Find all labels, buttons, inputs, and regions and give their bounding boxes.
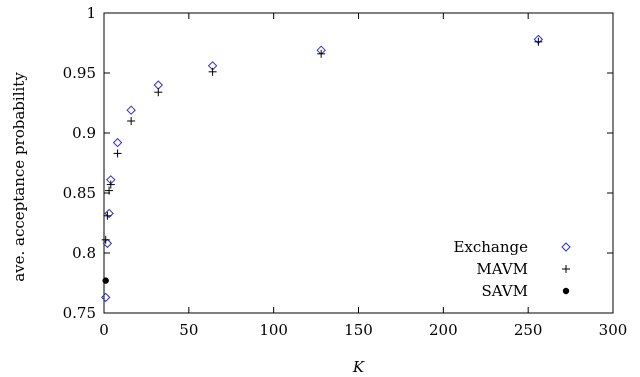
x-tick-label: 0 — [99, 321, 109, 339]
legend-label-exchange: Exchange — [453, 238, 528, 256]
mavm-point — [127, 117, 136, 125]
x-tick-label: 200 — [429, 321, 458, 339]
exchange-point — [100, 292, 111, 303]
y-tick-label: 1 — [86, 4, 96, 22]
x-tick-label: 100 — [259, 321, 288, 339]
x-tick-label: 300 — [599, 321, 628, 339]
x-tick-label: 50 — [179, 321, 198, 339]
mavm-point — [208, 67, 217, 76]
y-tick-label: 0.9 — [72, 124, 96, 142]
exchange-point — [112, 137, 123, 148]
y-axis-label: ave. acceptance probability — [10, 72, 28, 282]
y-tick-label: 0.85 — [63, 184, 96, 202]
mavm-point — [106, 180, 115, 189]
savm-point — [102, 277, 109, 284]
exchange-point — [102, 238, 113, 249]
x-tick-label: 150 — [344, 321, 373, 339]
exchange-point — [104, 208, 114, 219]
tick-labels: 0 50 100 150 200 250 300 0.75 0.8 0.85 0.9 0.95 1 — [63, 4, 628, 339]
y-tick-label: 0.8 — [72, 244, 96, 262]
exchange-point — [153, 80, 164, 90]
mavm-point — [105, 186, 114, 195]
legend-label-savm: SAVM — [481, 282, 528, 300]
mavm-point — [317, 49, 326, 58]
y-tick-label: 0.75 — [63, 304, 96, 322]
legend: Exchange MAVM SAVM — [453, 238, 571, 300]
legend-marker-exchange — [561, 242, 571, 252]
plot-area-frame — [103, 12, 614, 314]
mavm-point — [101, 235, 110, 244]
legend-marker-savm — [562, 287, 570, 295]
x-tick-label: 250 — [514, 321, 543, 339]
axis-ticks — [103, 12, 614, 314]
exchange-point — [126, 105, 136, 115]
mavm-point — [113, 149, 122, 158]
x-axis-label: K — [352, 358, 365, 376]
y-tick-label: 0.95 — [63, 64, 96, 82]
mavm-point — [103, 211, 112, 220]
legend-marker-mavm — [562, 265, 570, 273]
legend-label-mavm: MAVM — [476, 260, 528, 278]
mavm-point — [534, 37, 543, 46]
mavm-point — [154, 88, 163, 97]
data-points — [100, 34, 544, 303]
